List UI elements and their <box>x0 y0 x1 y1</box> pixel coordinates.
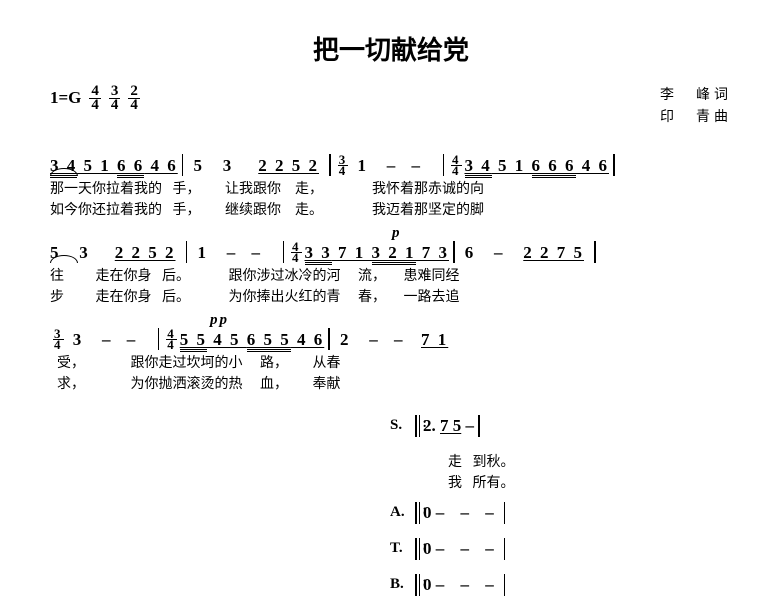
barline <box>453 241 455 263</box>
barline <box>186 241 188 263</box>
system-3: pp 34 3 – – 44 5 5 4 5 6 5 5 4 6 2 – – 7… <box>50 328 732 393</box>
part-bass: B. 0 – – – <box>390 574 732 596</box>
voice-label-t: T. <box>390 540 412 557</box>
barline <box>283 241 285 263</box>
notes: 3 3 7 1 3 2 1 7 3 <box>305 243 450 263</box>
barline <box>504 502 506 524</box>
time-sig-inline: 44 <box>166 329 177 350</box>
notes: 0 – – – <box>423 575 500 595</box>
barline <box>504 574 506 596</box>
part-alto: A. 0 – – – <box>390 502 732 524</box>
barline <box>158 328 160 350</box>
barline <box>328 328 330 350</box>
barline <box>329 154 331 176</box>
song-title: 把一切献给党 <box>50 30 732 67</box>
credits: 李 峰词 印 青曲 <box>660 85 732 130</box>
lyric-line-2b: 步 走在你身 后。 为你捧出火红的青 春， 一路去追 <box>50 286 732 306</box>
notes: 0 – – – <box>423 539 500 559</box>
repeat-barline <box>415 415 420 437</box>
part-lyric-s1: 走 到秋。 <box>448 451 732 471</box>
notes: 0 – – – <box>423 503 500 523</box>
music-line-2: p 5 3 2 2 5 2 1 – – 44 3 3 7 1 3 2 1 7 3… <box>50 241 732 263</box>
dynamic-pp: pp <box>210 312 229 329</box>
parts-block: S. 2. 7 5 – 走 到秋。 我 所有。 A. 0 – – – T. 0 … <box>390 415 732 596</box>
notes: 6 – 2 2 7 5 <box>459 243 591 263</box>
part-soprano: S. 2. 7 5 – <box>390 415 732 437</box>
barline <box>182 154 184 176</box>
voice-label-s: S. <box>390 417 412 434</box>
barline <box>613 154 615 176</box>
time-sig-inline: 34 <box>338 155 349 176</box>
lyric-line-2a: 往 走在你身 后。 跟你涉过冰冷的河 流， 患难同经 <box>50 265 732 285</box>
barline <box>594 241 596 263</box>
part-lyric-s2: 我 所有。 <box>448 472 732 492</box>
notes: 3 4 5 1 6 6 6 4 6 <box>465 156 610 176</box>
lyricist: 李 峰词 <box>660 85 732 107</box>
notes: 2 – – 7 1 <box>334 330 449 350</box>
barline <box>504 538 506 560</box>
repeat-barline <box>415 574 420 596</box>
system-2: p 5 3 2 2 5 2 1 – – 44 3 3 7 1 3 2 1 7 3… <box>50 241 732 306</box>
lyric-line-1a: 那一天你拉着我的 手， 让我跟你 走， 我怀着那赤诚的向 <box>50 178 732 198</box>
ts-den: 4 <box>89 99 101 112</box>
time-sig-3: 2 4 <box>128 85 140 112</box>
voice-label-a: A. <box>390 504 412 521</box>
notes: 1 – – <box>351 156 438 176</box>
barline <box>443 154 445 176</box>
system-1: 3 4 5 1 6 6 4 6 5 3 2 2 5 2 34 1 – – 44 … <box>50 154 732 219</box>
dynamic-p: p <box>392 225 402 242</box>
repeat-barline <box>415 538 420 560</box>
lyric-line-1b: 如今你还拉着我的 手， 继续跟你 走。 我迈着那坚定的脚 <box>50 199 732 219</box>
time-sig-1: 4 4 <box>89 85 101 112</box>
notes: 3 – – <box>67 330 154 350</box>
notes: 1 – – <box>191 243 278 263</box>
ts-den: 4 <box>109 99 121 112</box>
part-tenor: T. 0 – – – <box>390 538 732 560</box>
key-signature: 1=G 4 4 3 4 2 4 <box>50 85 140 112</box>
time-signatures: 4 4 3 4 2 4 <box>89 85 140 112</box>
ts-den: 4 <box>128 99 140 112</box>
repeat-barline <box>415 502 420 524</box>
notes: 5 3 2 2 5 2 <box>187 156 325 176</box>
lyric-line-3b: 求， 为你抛洒滚烫的热 血， 奉献 <box>50 373 732 393</box>
notes: 2. 7 5 – <box>423 416 474 436</box>
key-text: 1=G <box>50 88 81 108</box>
header-row: 1=G 4 4 3 4 2 4 李 峰词 印 青曲 <box>50 85 732 130</box>
lyric-line-3a: 受， 跟你走过坎坷的小 路， 从春 <box>50 352 732 372</box>
music-line-3: pp 34 3 – – 44 5 5 4 5 6 5 5 4 6 2 – – 7… <box>50 328 732 350</box>
time-sig-2: 3 4 <box>109 85 121 112</box>
time-sig-inline: 34 <box>53 329 64 350</box>
notes: 5 5 4 5 6 5 5 4 6 <box>180 330 325 350</box>
music-line-1: 3 4 5 1 6 6 4 6 5 3 2 2 5 2 34 1 – – 44 … <box>50 154 732 176</box>
time-sig-inline: 44 <box>291 242 302 263</box>
barline <box>478 415 480 437</box>
time-sig-inline: 44 <box>451 155 462 176</box>
voice-label-b: B. <box>390 576 412 593</box>
composer: 印 青曲 <box>660 107 732 129</box>
